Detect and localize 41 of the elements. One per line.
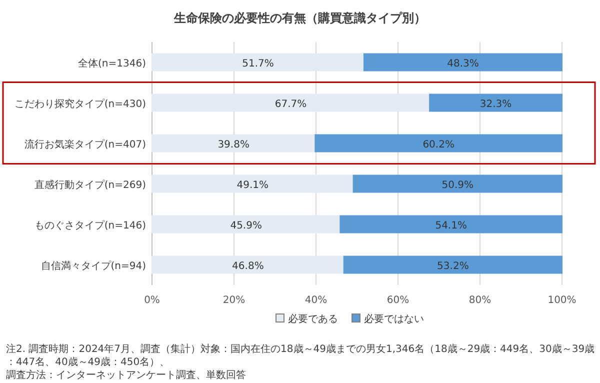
x-tick-label: 0% bbox=[144, 295, 160, 306]
bar bbox=[352, 174, 562, 193]
data-label: 51.7% bbox=[242, 58, 274, 70]
x-tick-label: 40% bbox=[304, 295, 328, 306]
bar bbox=[152, 215, 341, 234]
x-tick-label: 100% bbox=[548, 295, 576, 306]
data-label: 49.1% bbox=[236, 180, 269, 191]
bar bbox=[429, 94, 562, 112]
bar bbox=[152, 53, 364, 72]
x-tick-label: 60% bbox=[386, 295, 410, 306]
y-tick-label: 直感行動タイプ(n=269) bbox=[34, 178, 146, 191]
legend-label: 必要ではない bbox=[364, 313, 424, 325]
data-label: 48.3% bbox=[447, 58, 479, 70]
y-tick-label: 全体(n=1346) bbox=[78, 57, 146, 70]
data-label: 39.8% bbox=[218, 139, 250, 150]
data-label: 46.8% bbox=[232, 260, 264, 272]
bar bbox=[343, 256, 562, 274]
bar bbox=[340, 215, 562, 234]
data-label: 60.2% bbox=[422, 139, 454, 150]
data-label: 54.1% bbox=[435, 220, 467, 232]
data-label: 67.7% bbox=[274, 98, 307, 110]
text: 注2. 調査時期：2024年7月、調査（集計）対象：国内在住の18歳～49歳までの男女1,346名（18歳～29歳：449名、30歳～39歳：447名、40歳～49歳：450名）、 bbox=[6, 343, 595, 368]
y-tick-label: ものぐさタイプ(n=146) bbox=[34, 219, 146, 232]
bar bbox=[152, 134, 316, 152]
data-label: 50.9% bbox=[442, 180, 474, 191]
legend-label: 必要である bbox=[288, 313, 338, 325]
data-label: 45.9% bbox=[230, 220, 262, 232]
bar bbox=[152, 256, 344, 274]
x-tick-label: 80% bbox=[468, 295, 492, 306]
y-tick-label: 自信満々タイプ(n=94) bbox=[40, 260, 146, 272]
bar bbox=[314, 134, 562, 152]
bar bbox=[363, 53, 562, 72]
chart-title: 生命保険の必要性の有無（購買意識タイプ別） bbox=[173, 11, 426, 25]
y-tick-label: こだわり探究タイプ(n=430) bbox=[14, 98, 146, 110]
y-tick-label: 流行お気楽タイプ(n=407) bbox=[24, 138, 146, 150]
data-label: 53.2% bbox=[437, 260, 469, 272]
bar bbox=[152, 94, 430, 112]
data-label: 32.3% bbox=[480, 98, 512, 110]
bar bbox=[152, 174, 354, 193]
x-tick-label: 20% bbox=[222, 295, 246, 306]
text: 調査方法：インターネットアンケート調査、単数回答 bbox=[6, 369, 246, 381]
